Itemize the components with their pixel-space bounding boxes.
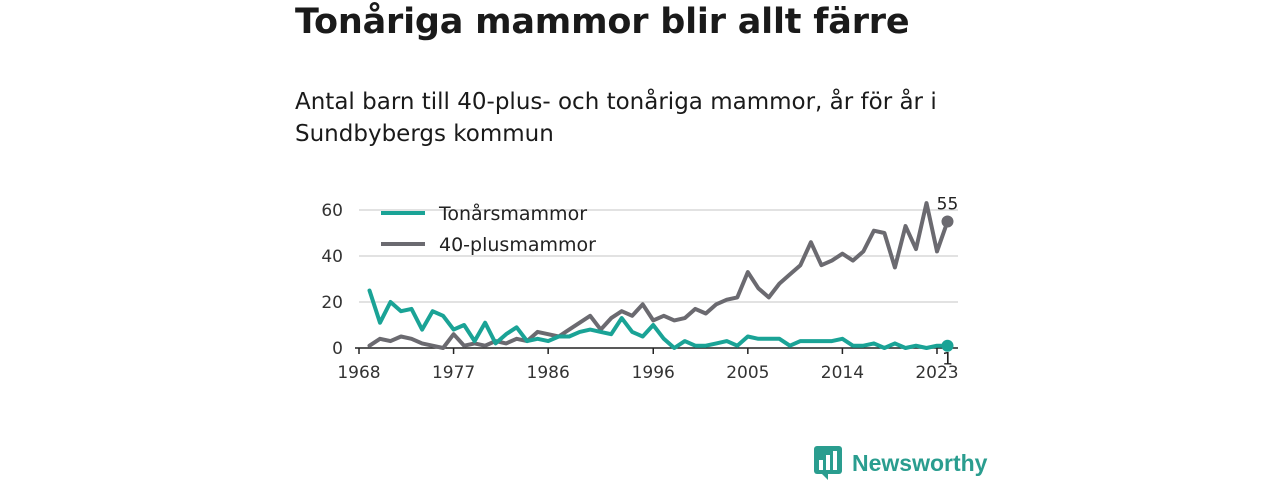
legend-label: 40-plusmammor bbox=[439, 234, 596, 256]
series-line bbox=[367, 288, 950, 350]
y-tick-label: 60 bbox=[321, 201, 343, 221]
chart-title: Tonåriga mammor blir allt färre bbox=[295, 2, 910, 42]
brand-name: Newsworthy bbox=[852, 449, 988, 476]
y-tick-label: 0 bbox=[332, 339, 343, 359]
y-tick-label: 40 bbox=[321, 247, 343, 267]
x-axis-tick-labels: 1968 1977 1986 1996 2005 2014 2023 bbox=[337, 363, 958, 383]
y-tick-label: 20 bbox=[321, 293, 343, 313]
chart-subtitle: Antal barn till 40-plus- och tonåriga ma… bbox=[295, 89, 937, 147]
legend: Tonårsmammor 40-plusmammor bbox=[381, 202, 596, 256]
x-tick-label: 2023 bbox=[915, 363, 958, 383]
series-line bbox=[367, 201, 950, 350]
x-tick-label: 2014 bbox=[821, 363, 864, 383]
legend-label: Tonårsmammor bbox=[438, 202, 587, 225]
series-lines: 1 55 bbox=[367, 195, 959, 370]
x-tick-label: 1986 bbox=[527, 363, 570, 383]
y-axis-tick-labels: 0 20 40 60 bbox=[321, 201, 343, 359]
series-end-point bbox=[941, 215, 954, 228]
newsworthy-logo: Newsworthy bbox=[814, 446, 987, 480]
x-tick-label: 2005 bbox=[726, 363, 769, 383]
series-end-point bbox=[941, 339, 954, 352]
x-tick-label: 1996 bbox=[632, 363, 675, 383]
series-end-label: 1 bbox=[942, 350, 953, 370]
x-tick-label: 1977 bbox=[432, 363, 475, 383]
x-tick-label: 1968 bbox=[337, 363, 380, 383]
x-axis bbox=[355, 347, 958, 354]
newsworthy-chart-icon bbox=[814, 446, 842, 480]
series-end-label: 55 bbox=[937, 195, 959, 215]
